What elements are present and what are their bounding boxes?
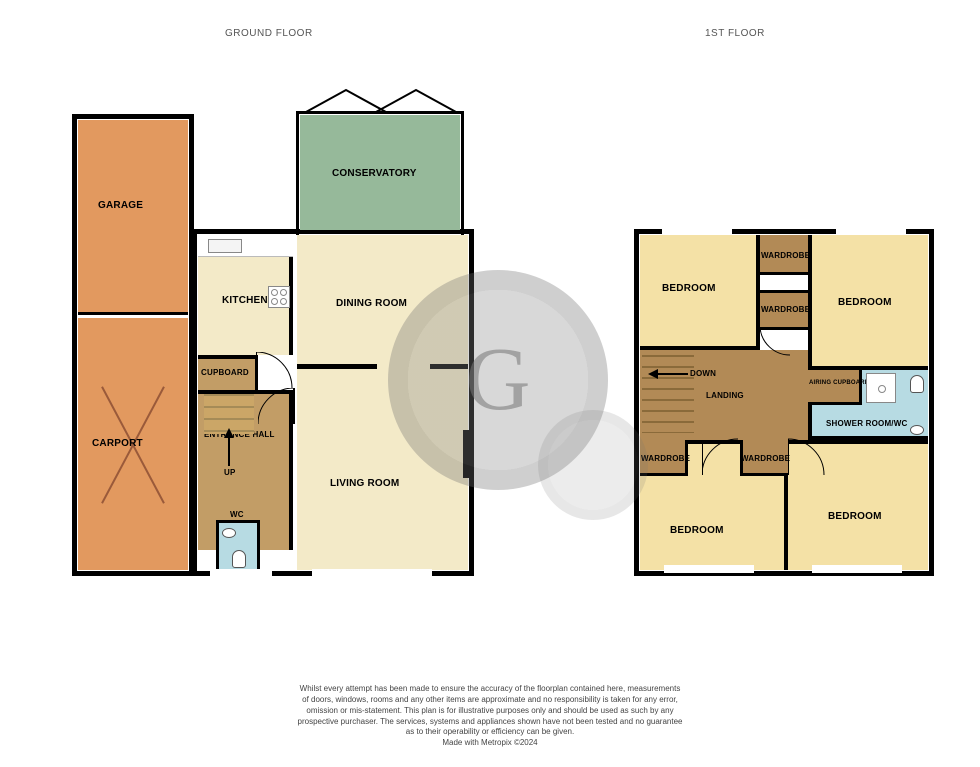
room-living [297,365,468,570]
label-living: LIVING ROOM [330,478,399,489]
door-arc-icon [760,327,800,357]
label-wardrobe-1: WARDROBE [761,251,810,260]
stair-arrow-line [228,436,230,466]
label-garage: GARAGE [98,200,143,211]
ground-floor-title: GROUND FLOOR [225,28,313,39]
label-stairs-up: UP [224,468,236,477]
label-wardrobe-4: WARDROBE [741,454,790,463]
door-marker [210,569,272,577]
disclaimer-text: Whilst every attempt has been made to en… [0,684,980,749]
chimney-icon [463,430,473,478]
shower-toilet-icon [910,375,924,393]
label-bed-bl: BEDROOM [670,525,724,536]
room-airing [808,370,862,405]
door-arc-icon [788,435,828,475]
window-marker [662,226,732,234]
wc-basin-icon [222,528,236,538]
watermark-logo-small-icon [538,410,648,520]
wall-segment [297,364,377,369]
stairs-first [642,355,694,433]
door-arc-icon [258,388,298,428]
label-cupboard-g: CUPBOARD [201,368,249,377]
room-garage [78,120,188,315]
floorplan-canvas: GROUND FLOOR 1ST FLOOR GARAGE CARPORT CO… [0,0,980,767]
window-marker [312,569,432,577]
door-arc-icon [256,352,296,392]
label-bed-tr: BEDROOM [838,297,892,308]
first-floor-title: 1ST FLOOR [705,28,765,39]
shower-basin-icon [910,425,924,435]
window-marker [836,226,906,234]
kitchen-sink-icon [208,239,242,253]
label-bed-br: BEDROOM [828,511,882,522]
wc-toilet-icon [232,550,246,568]
label-shower: SHOWER ROOM/WC [826,419,907,428]
label-wc-g: WC [230,510,244,519]
label-wardrobe-2: WARDROBE [761,305,810,314]
stair-arrow-left-icon [648,369,658,379]
door-arc-icon [702,435,742,475]
label-carport: CARPORT [92,438,143,449]
label-conservatory: CONSERVATORY [332,168,417,179]
label-landing: LANDING [706,391,744,400]
label-stairs-down: DOWN [690,369,716,378]
label-dining: DINING ROOM [336,298,407,309]
shower-tray-icon [866,373,896,403]
label-bed-tl: BEDROOM [662,283,716,294]
window-marker [664,565,754,573]
label-airing: AIRING CUPBOARD [809,380,869,386]
label-wardrobe-3: WARDROBE [641,454,690,463]
wall-segment [430,364,468,369]
stair-arrow-up-icon [224,428,234,438]
label-kitchen: KITCHEN [222,295,268,306]
kitchen-hob-icon [268,286,290,308]
stair-arrow-line [658,373,688,375]
window-marker [812,565,902,573]
conservatory-roof-icon [296,86,466,116]
